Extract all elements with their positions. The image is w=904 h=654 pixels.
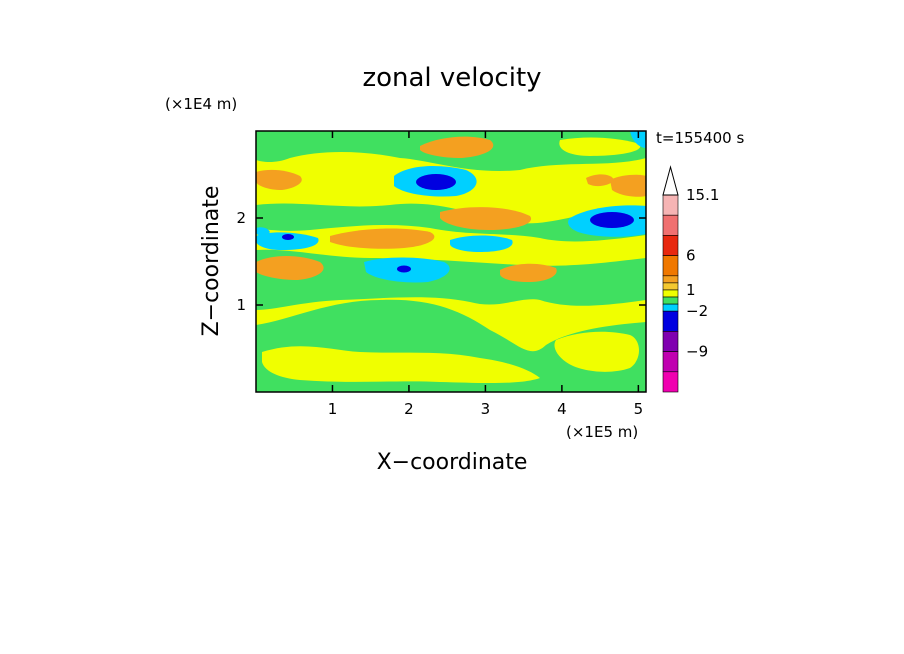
colorbar-segment — [662, 194, 679, 216]
x-tick-label: 3 — [481, 400, 491, 418]
colorbar-segment — [662, 303, 679, 312]
colorbar-segment — [662, 235, 679, 256]
plot-frame — [255, 130, 647, 393]
contour-core-blue-2 — [590, 212, 634, 228]
y-axis-label: Z−coordinate — [199, 186, 224, 337]
contour-patch-orange-8 — [586, 174, 614, 187]
colorbar-label: 6 — [686, 247, 696, 265]
colorbar-label: −9 — [686, 343, 708, 361]
contour-patch-orange-7 — [610, 174, 646, 197]
contour-patch-yellow-bottom-left — [262, 346, 540, 384]
contour-patch-cyan-4 — [450, 235, 513, 252]
x-axis-label: X−coordinate — [377, 450, 528, 475]
time-label: t=155400 s — [656, 129, 744, 147]
contour-patch-orange-6 — [500, 263, 557, 282]
y-axis-ticks: 12 — [236, 209, 646, 314]
x-scale-label: (×1E5 m) — [566, 423, 638, 441]
contour-core-blue-3 — [282, 234, 294, 240]
contour-patch-cyan-7 — [256, 227, 270, 236]
contour-patch-orange-2 — [256, 256, 324, 280]
contour-patch-yellow-lower-right — [554, 331, 639, 372]
chart-title: zonal velocity — [362, 63, 541, 93]
colorbar-segment — [662, 275, 679, 284]
colorbar-segment — [662, 214, 679, 236]
y-scale-label: (×1E4 m) — [165, 95, 237, 113]
x-tick-label: 2 — [404, 400, 414, 418]
colorbar-segment — [662, 351, 679, 373]
colorbar-label: 1 — [686, 281, 696, 299]
contour-band-green-lower — [256, 249, 646, 310]
colorbar: 15.1 6 1 −2 −9 — [662, 165, 719, 393]
y-tick-label: 2 — [236, 209, 246, 227]
colorbar-label: −2 — [686, 302, 708, 320]
x-axis-ticks: 1 2 3 4 5 — [328, 131, 643, 418]
contour-patch-orange-4 — [440, 207, 532, 230]
colorbar-segment — [662, 282, 679, 291]
colorbar-segment — [662, 310, 679, 332]
x-tick-label: 4 — [557, 400, 567, 418]
contour-patch-yellow-upper — [330, 165, 413, 187]
contour-patch-orange-5 — [420, 136, 494, 158]
contour-core-blue-4 — [397, 265, 411, 273]
contour-patch-yellow-top-right — [559, 137, 641, 156]
contour-patch-orange-1 — [256, 169, 302, 190]
contour-patch-cyan-2 — [256, 232, 319, 250]
colorbar-segment — [662, 255, 679, 277]
colorbar-overflow-arrow — [662, 165, 679, 196]
colorbar-segment — [662, 331, 679, 352]
contour-patch-orange-3 — [330, 228, 435, 249]
colorbar-segment — [662, 371, 679, 393]
contour-field — [256, 131, 646, 392]
x-tick-label: 5 — [634, 400, 644, 418]
contour-core-blue-1 — [416, 174, 456, 190]
colorbar-label: 15.1 — [686, 186, 719, 204]
colorbar-segment — [662, 296, 679, 305]
x-tick-label: 1 — [328, 400, 338, 418]
colorbar-segment — [662, 289, 679, 298]
y-tick-label: 1 — [236, 296, 246, 314]
contour-patch-cyan-6 — [630, 131, 646, 148]
